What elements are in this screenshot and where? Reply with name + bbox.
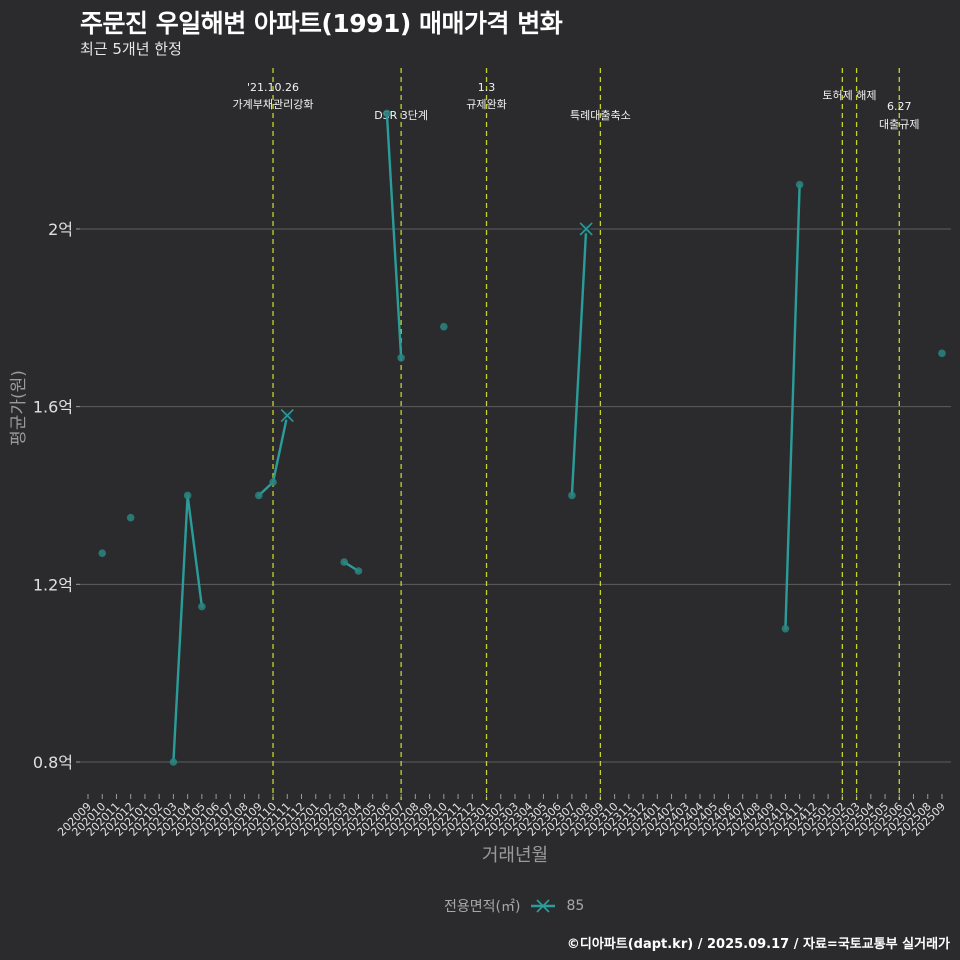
data-point — [198, 602, 206, 611]
event-label: 1.3 — [478, 81, 496, 94]
data-point — [781, 624, 790, 633]
event-label: 규제완화 — [466, 98, 506, 111]
series-line — [570, 227, 588, 497]
event-label: 특례대출축소 — [570, 109, 631, 122]
x-axis: 2020092020102020112020122021012021022021… — [55, 794, 948, 839]
data-point — [397, 353, 405, 362]
event-label: '21.10.26 — [247, 81, 299, 94]
series-line — [271, 414, 289, 484]
data-point — [269, 478, 277, 486]
chart-subtitle: 최근 5개년 한정 — [80, 40, 182, 58]
data-point — [440, 322, 448, 331]
series-line — [186, 494, 204, 608]
data-point — [354, 567, 363, 575]
source-caption: ©디아파트(dapt.kr) / 2025.09.17 / 자료=국토교통부 실… — [566, 937, 950, 952]
y-tick-label: 0.8억 — [33, 753, 73, 772]
event-label: 대출규제 — [879, 118, 919, 131]
data-point — [568, 491, 576, 500]
event-label: 토허제 해제 — [822, 88, 876, 102]
event-label: 6.27 — [887, 100, 912, 113]
data-point — [98, 549, 107, 558]
x-line-icon — [531, 899, 556, 913]
data-point — [340, 558, 348, 566]
data-point — [795, 180, 804, 189]
series-85 — [98, 109, 946, 766]
y-tick-label: 1.2억 — [33, 575, 73, 594]
y-tick-label: 2억 — [48, 220, 73, 239]
data-point — [938, 349, 946, 358]
y-axis-title: 평균가(원) — [9, 370, 29, 446]
data-point — [383, 109, 391, 118]
x-marker-icon — [579, 222, 593, 236]
series-line — [172, 494, 189, 764]
series-line — [385, 112, 403, 359]
y-gridlines — [80, 228, 951, 763]
legend-title: 전용면적(㎡) — [444, 899, 521, 915]
data-point — [169, 758, 178, 766]
y-tick-label: 1.6억 — [33, 398, 73, 417]
x-marker-icon — [280, 408, 294, 423]
series-line — [784, 183, 801, 630]
event-label: 가계부채관리강화 — [233, 98, 314, 111]
legend: 전용면적(㎡) 85 — [444, 896, 584, 916]
x-axis-title: 거래년월 — [482, 845, 548, 866]
data-point — [126, 513, 135, 522]
data-point — [183, 491, 192, 500]
data-point — [254, 491, 263, 500]
legend-item-85: 85 — [566, 898, 585, 914]
event-label: DSR 3단계 — [374, 109, 428, 122]
y-axis: 0.8억 1.2억 1.6억 2억 — [33, 220, 80, 772]
chart-title: 주문진 우일해변 아파트(1991) 매매가격 변화 — [80, 9, 563, 38]
